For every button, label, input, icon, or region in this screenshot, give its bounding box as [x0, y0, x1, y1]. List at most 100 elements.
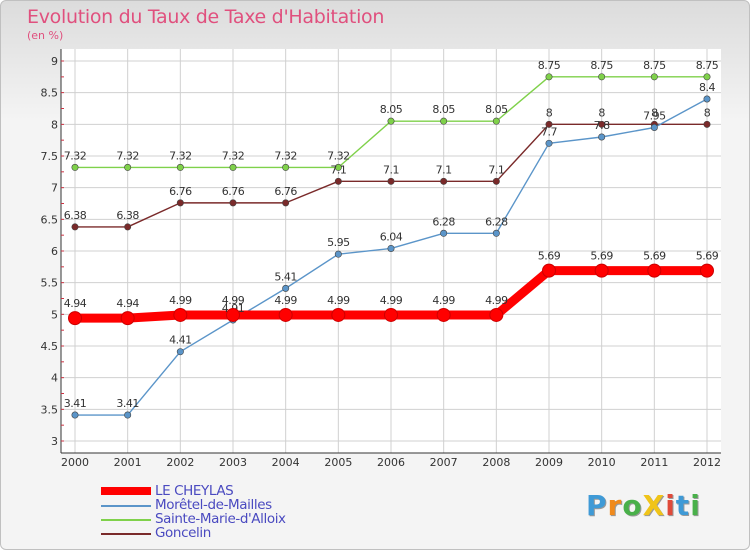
data-point: [282, 199, 290, 207]
data-point: [282, 284, 290, 292]
x-tick-label: 2006: [377, 456, 405, 469]
data-point: [703, 95, 711, 103]
data-point: [598, 133, 606, 141]
data-point: [700, 263, 714, 278]
data-point: [545, 120, 553, 128]
chart-title: Evolution du Taux de Taxe d'Habitation: [27, 6, 385, 28]
data-label: 7.1: [436, 163, 452, 176]
y-tick-label: 8: [51, 118, 58, 131]
data-label: 8: [651, 106, 658, 119]
data-point: [334, 163, 342, 171]
legend-swatch: [101, 533, 151, 535]
data-label: 7.7: [541, 125, 557, 138]
data-point: [598, 73, 606, 81]
x-tick-label: 2005: [324, 456, 352, 469]
x-tick-label: 2010: [588, 456, 616, 469]
brand-letter: i: [665, 489, 676, 522]
data-point: [124, 411, 132, 419]
y-tick-label: 9: [51, 55, 58, 68]
data-point: [703, 73, 711, 81]
data-label: 8: [704, 106, 711, 119]
data-point: [436, 307, 451, 322]
brand-logo: ProXiti: [586, 489, 701, 522]
data-label: 4.94: [64, 297, 87, 310]
data-label: 8.4: [699, 81, 715, 94]
data-label: 4.99: [222, 294, 245, 307]
y-tick-label: 4.5: [41, 340, 59, 353]
brand-letter: i: [690, 489, 701, 522]
data-label: 8: [598, 106, 605, 119]
data-label: 8.75: [643, 59, 666, 72]
data-label: 5.41: [274, 270, 297, 283]
data-label: 7.1: [330, 163, 346, 176]
y-tick-label: 3: [51, 435, 58, 448]
data-point: [176, 163, 184, 171]
data-point: [440, 117, 448, 125]
legend-swatch: [101, 505, 151, 507]
data-point: [594, 263, 609, 278]
brand-letter: r: [607, 489, 623, 522]
data-point: [120, 311, 135, 326]
data-label: 7.1: [488, 163, 504, 176]
data-point: [176, 199, 184, 207]
data-point: [440, 177, 448, 185]
x-tick-label: 2008: [482, 456, 510, 469]
y-tick-label: 7: [51, 182, 58, 195]
data-label: 7.32: [327, 149, 350, 162]
data-label: 8.75: [538, 59, 561, 72]
data-label: 4.99: [169, 294, 192, 307]
data-point: [226, 307, 240, 322]
data-point: [124, 223, 132, 231]
legend-item-sainte-marie-d-alloix[interactable]: Sainte-Marie-d'Alloix: [101, 511, 361, 527]
data-label: 6.28: [432, 215, 455, 228]
data-label: 6.38: [64, 209, 87, 222]
legend-swatch: [101, 519, 151, 521]
legend-item-goncelin[interactable]: Goncelin: [101, 525, 361, 541]
legend: LE CHEYLAS Morêtel-de-Mailles Sainte-Mar…: [101, 483, 361, 541]
y-tick-label: 4: [51, 372, 58, 385]
data-point: [647, 263, 662, 278]
data-point: [387, 117, 395, 125]
brand-letter: t: [675, 489, 691, 522]
legend-item-moretel-de-mailles[interactable]: Morêtel-de-Mailles: [101, 497, 361, 513]
legend-label: LE CHEYLAS: [155, 483, 234, 499]
unit-label: (en %): [27, 29, 64, 42]
data-point: [384, 307, 398, 322]
x-tick-label: 2011: [640, 456, 668, 469]
legend-label: Goncelin: [155, 525, 211, 541]
data-label: 8.05: [485, 103, 508, 116]
data-point: [229, 163, 237, 171]
data-point: [387, 244, 395, 252]
data-label: 4.99: [274, 294, 297, 307]
data-label: 6.28: [485, 215, 508, 228]
data-point: [68, 311, 82, 326]
data-label: 5.69: [696, 250, 719, 263]
data-point: [278, 307, 293, 322]
data-label: 4.99: [327, 294, 350, 307]
data-label: 7.32: [222, 149, 245, 162]
brand-letter: X: [642, 489, 666, 522]
data-point: [598, 120, 606, 128]
data-label: 7.1: [383, 163, 399, 176]
data-point: [440, 229, 448, 237]
data-point: [282, 163, 290, 171]
brand-letter: P: [586, 489, 608, 522]
x-tick-label: 2009: [535, 456, 563, 469]
data-point: [545, 139, 553, 147]
x-tick-label: 2004: [272, 456, 300, 469]
legend-label: Sainte-Marie-d'Alloix: [155, 511, 286, 527]
data-point: [542, 263, 556, 278]
data-label: 8.05: [380, 103, 403, 116]
data-label: 3.41: [116, 397, 139, 410]
data-label: 5.95: [327, 236, 350, 249]
data-label: 6.76: [274, 185, 297, 198]
data-point: [173, 307, 188, 322]
data-point: [71, 411, 79, 419]
data-label: 8: [546, 106, 553, 119]
data-point: [331, 307, 346, 322]
data-label: 8.75: [590, 59, 613, 72]
data-label: 5.69: [538, 250, 561, 263]
x-tick-label: 2003: [219, 456, 247, 469]
legend-item-le-cheylas[interactable]: LE CHEYLAS: [101, 483, 361, 499]
